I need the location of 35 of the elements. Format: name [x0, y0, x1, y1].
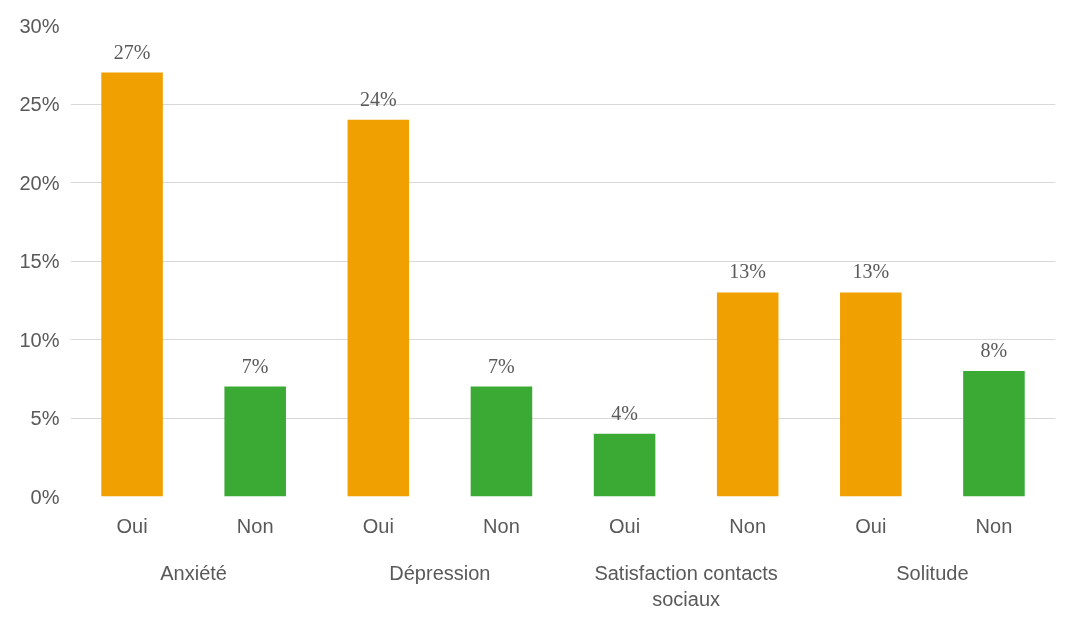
- x-tick-label: Oui: [116, 514, 148, 537]
- text: Anxiété: [160, 561, 227, 584]
- x-tick-label: Non: [483, 514, 520, 537]
- data-label: 13%: [852, 260, 890, 283]
- bar: [224, 386, 286, 497]
- data-label: 4%: [611, 401, 638, 424]
- data-label: 24%: [359, 87, 397, 110]
- data-label: 7%: [241, 354, 269, 377]
- bar: [963, 370, 1025, 497]
- x-tick-label: Oui: [609, 514, 641, 537]
- bar: [593, 433, 656, 497]
- x-tick-label: Non: [975, 514, 1013, 537]
- x-tick-label: Non: [729, 514, 767, 537]
- data-label: 13%: [729, 260, 767, 283]
- x-tick-label: Oui: [855, 514, 887, 537]
- text: Dépression: [389, 561, 491, 584]
- bar: [347, 119, 410, 497]
- y-tick-label: 15%: [19, 250, 60, 272]
- bar: [101, 72, 163, 497]
- x-tick-label: Oui: [362, 514, 394, 537]
- bar: [470, 386, 533, 497]
- y-tick-label: 0%: [30, 485, 60, 508]
- bar: [716, 292, 779, 497]
- x-tick-label: Non: [236, 514, 274, 537]
- bar: [840, 292, 902, 497]
- y-tick-label: 30%: [19, 14, 60, 37]
- y-tick-label: 25%: [19, 93, 60, 115]
- data-label: 7%: [488, 354, 515, 377]
- text: Solitude: [896, 561, 969, 584]
- data-label: 27%: [113, 40, 151, 63]
- data-label: 8%: [980, 338, 1008, 361]
- y-tick-label: 10%: [19, 328, 60, 351]
- y-tick-label: 20%: [19, 171, 60, 194]
- y-tick-label: 5%: [30, 407, 60, 429]
- text: Satisfaction contacts sociaux: [594, 561, 778, 610]
